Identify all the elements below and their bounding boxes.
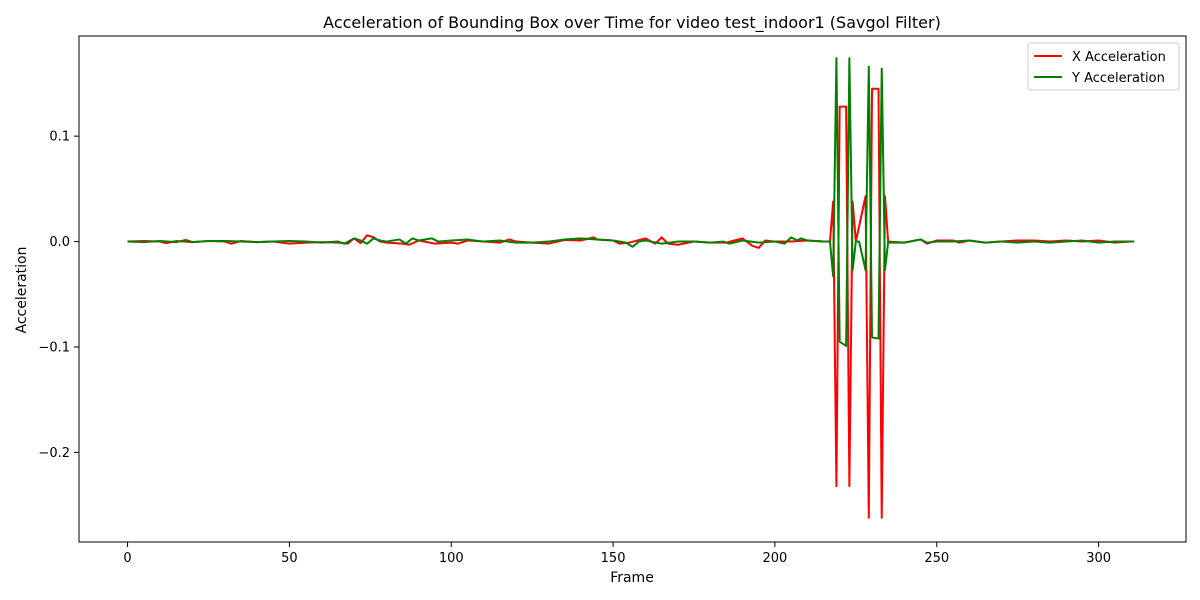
x-tick-label: 250 bbox=[924, 551, 949, 566]
legend-label: Y Acceleration bbox=[1071, 71, 1165, 86]
series-group bbox=[127, 57, 1135, 519]
chart-title: Acceleration of Bounding Box over Time f… bbox=[323, 13, 941, 33]
plot-area: 0 50 100 150 200 250 300 −0.2 −0.1 0.0 0.1 bbox=[38, 35, 1187, 566]
x-axis-label: Frame bbox=[610, 570, 654, 586]
y-tick-label: −0.1 bbox=[38, 340, 70, 355]
y-tick-label: 0.0 bbox=[49, 235, 70, 250]
legend-label: X Acceleration bbox=[1072, 50, 1166, 65]
legend-box bbox=[1027, 42, 1180, 91]
x-tick-label: 150 bbox=[601, 551, 626, 566]
x-tick-label: 100 bbox=[439, 551, 464, 566]
y-tick-label: 0.1 bbox=[49, 130, 70, 145]
legend: X Acceleration Y Acceleration bbox=[1027, 42, 1180, 91]
axes-frame bbox=[78, 35, 1187, 543]
x-tick-label: 300 bbox=[1086, 551, 1111, 566]
y-axis-label: Acceleration bbox=[14, 247, 30, 334]
x-tick-label: 200 bbox=[763, 551, 788, 566]
y-tick-label: −0.2 bbox=[38, 446, 70, 461]
series-line-y-acceleration bbox=[127, 57, 1135, 347]
x-tick-label: 50 bbox=[281, 551, 298, 566]
x-tick-label: 0 bbox=[123, 551, 131, 566]
